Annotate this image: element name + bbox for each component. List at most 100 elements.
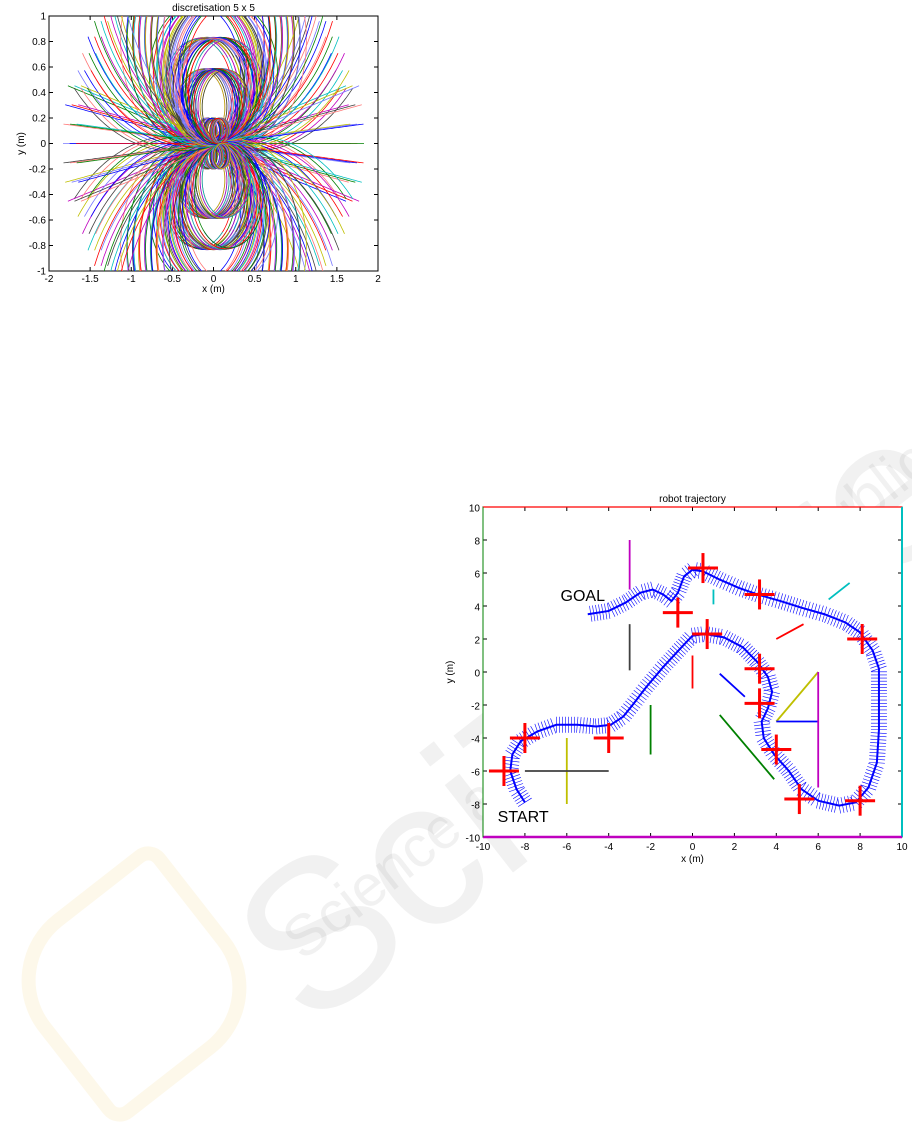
uncertainty-tick: [869, 659, 885, 666]
uncertainty-tick: [840, 797, 845, 813]
uncertainty-tick: [760, 738, 775, 749]
x-tick-label: 8: [857, 842, 863, 853]
uncertainty-tick: [862, 778, 879, 785]
x-tick-label: 0: [690, 842, 696, 853]
primitive-curve: [219, 16, 272, 144]
uncertainty-tick: [857, 787, 871, 798]
uncertainty-tick: [822, 794, 827, 810]
x-tick-label: 4: [774, 842, 780, 853]
y-tick-label: -1: [37, 267, 46, 278]
y-tick-label: 1: [40, 12, 46, 23]
uncertainty-tick: [863, 775, 880, 782]
chart-discretisation: -2 -1.5 -1 -0.5 0 0.5 1 1.5 2 1 0.8 0.6 0.4 0.2 0 -0.2 -…: [16, 3, 381, 295]
primitive-curve: [189, 69, 239, 146]
uncertainty-tick: [768, 748, 781, 761]
y-tick-label: 0.8: [32, 37, 46, 48]
primitive-curve: [168, 143, 221, 271]
uncertainty-tick: [828, 795, 833, 812]
primitive-curve: [162, 16, 221, 147]
x-tick-label: -1: [127, 274, 136, 285]
primitive-curve: [219, 139, 307, 271]
x-tick-label: -0.5: [164, 274, 182, 285]
x-tick-label: -1.5: [82, 274, 100, 285]
primitive-curve: [87, 87, 221, 152]
y-tick-label: -0.2: [29, 165, 47, 176]
y-tick-label: 4: [474, 603, 480, 614]
primitive-curve: [199, 143, 249, 219]
primitive-curve: [219, 140, 279, 271]
uncertainty-tick: [785, 771, 800, 781]
uncertainty-tick: [868, 761, 885, 764]
uncertainty-tick: [792, 781, 807, 792]
uncertainty-tick: [871, 665, 887, 672]
primitive-curve: [133, 16, 221, 148]
uncertainty-tick: [868, 762, 884, 769]
x-tick-label: 0.5: [248, 274, 262, 285]
uncertainty-tick: [870, 735, 887, 738]
uncertainty-tick: [810, 792, 821, 806]
primitive-curve: [206, 142, 225, 170]
primitive-curve: [179, 37, 241, 145]
x-tick-label: 0: [211, 274, 217, 285]
uncertainty-tick: [867, 766, 883, 772]
primitive-curve: [182, 37, 246, 145]
uncertainty-tick: [765, 747, 780, 757]
x-tick-label: 2: [375, 274, 381, 285]
uncertainty-tick: [802, 786, 812, 800]
x-axis-label: x (m): [202, 284, 225, 295]
primitive-curve: [219, 16, 313, 144]
uncertainty-tick: [870, 738, 887, 741]
x-tick-label: 1: [293, 274, 299, 285]
y-tick-label: -0.4: [29, 190, 47, 201]
uncertainty-tick: [782, 766, 796, 776]
y-tick-label: 2: [474, 636, 480, 647]
uncertainty-tick: [855, 789, 869, 801]
chart-title: discretisation 5 x 5: [172, 3, 255, 14]
uncertainty-tick: [860, 784, 877, 791]
uncertainty-tick: [866, 769, 882, 775]
uncertainty-tick: [831, 796, 836, 813]
primitive-curve: [213, 16, 248, 144]
uncertainty-tick: [787, 773, 802, 784]
x-tick-label: -2: [45, 274, 54, 285]
uncertainty-tick: [851, 794, 865, 806]
primitive-curve: [194, 143, 263, 249]
x-tick-label: -2: [646, 842, 655, 853]
primitive-curve: [193, 142, 243, 219]
uncertainty-tick: [847, 795, 852, 812]
uncertainty-tick: [762, 741, 776, 751]
y-tick-label: 0.2: [32, 114, 46, 125]
y-tick-label: -0.6: [29, 216, 47, 227]
primitive-curve: [219, 85, 360, 144]
y-tick-label: 0: [40, 139, 46, 150]
primitive-curve: [219, 16, 255, 144]
uncertainty-tick: [805, 788, 815, 802]
uncertainty-tick: [870, 742, 887, 744]
y-axis-label: y (m): [16, 132, 27, 155]
primitive-curve: [185, 143, 221, 271]
uncertainty-tick: [807, 790, 818, 804]
primitive-curve: [213, 142, 231, 170]
uncertainty-tick: [864, 772, 881, 778]
uncertainty-tick: [770, 751, 783, 763]
uncertainty-tick: [869, 745, 886, 748]
uncertainty-tick: [783, 768, 798, 779]
primitive-curve: [184, 142, 234, 219]
curves: [63, 16, 364, 271]
uncertainty-tick: [870, 732, 887, 734]
uncertainty-tick: [825, 794, 830, 811]
uncertainty-tick: [837, 797, 841, 814]
x-tick-label: 2: [732, 842, 738, 853]
y-tick-label: -0.8: [29, 241, 47, 252]
uncertainty-tick: [869, 752, 886, 754]
uncertainty-tick: [774, 756, 787, 768]
x-tick-label: 10: [896, 842, 908, 853]
uncertainty-tick: [791, 779, 805, 789]
y-tick-label: 6: [474, 570, 480, 581]
uncertainty-tick: [763, 744, 778, 754]
primitive-curve: [189, 141, 239, 218]
uncertainty-tick: [850, 795, 855, 811]
uncertainty-tick: [816, 792, 821, 809]
uncertainty-tick: [849, 796, 863, 808]
uncertainty-tick: [778, 760, 791, 772]
